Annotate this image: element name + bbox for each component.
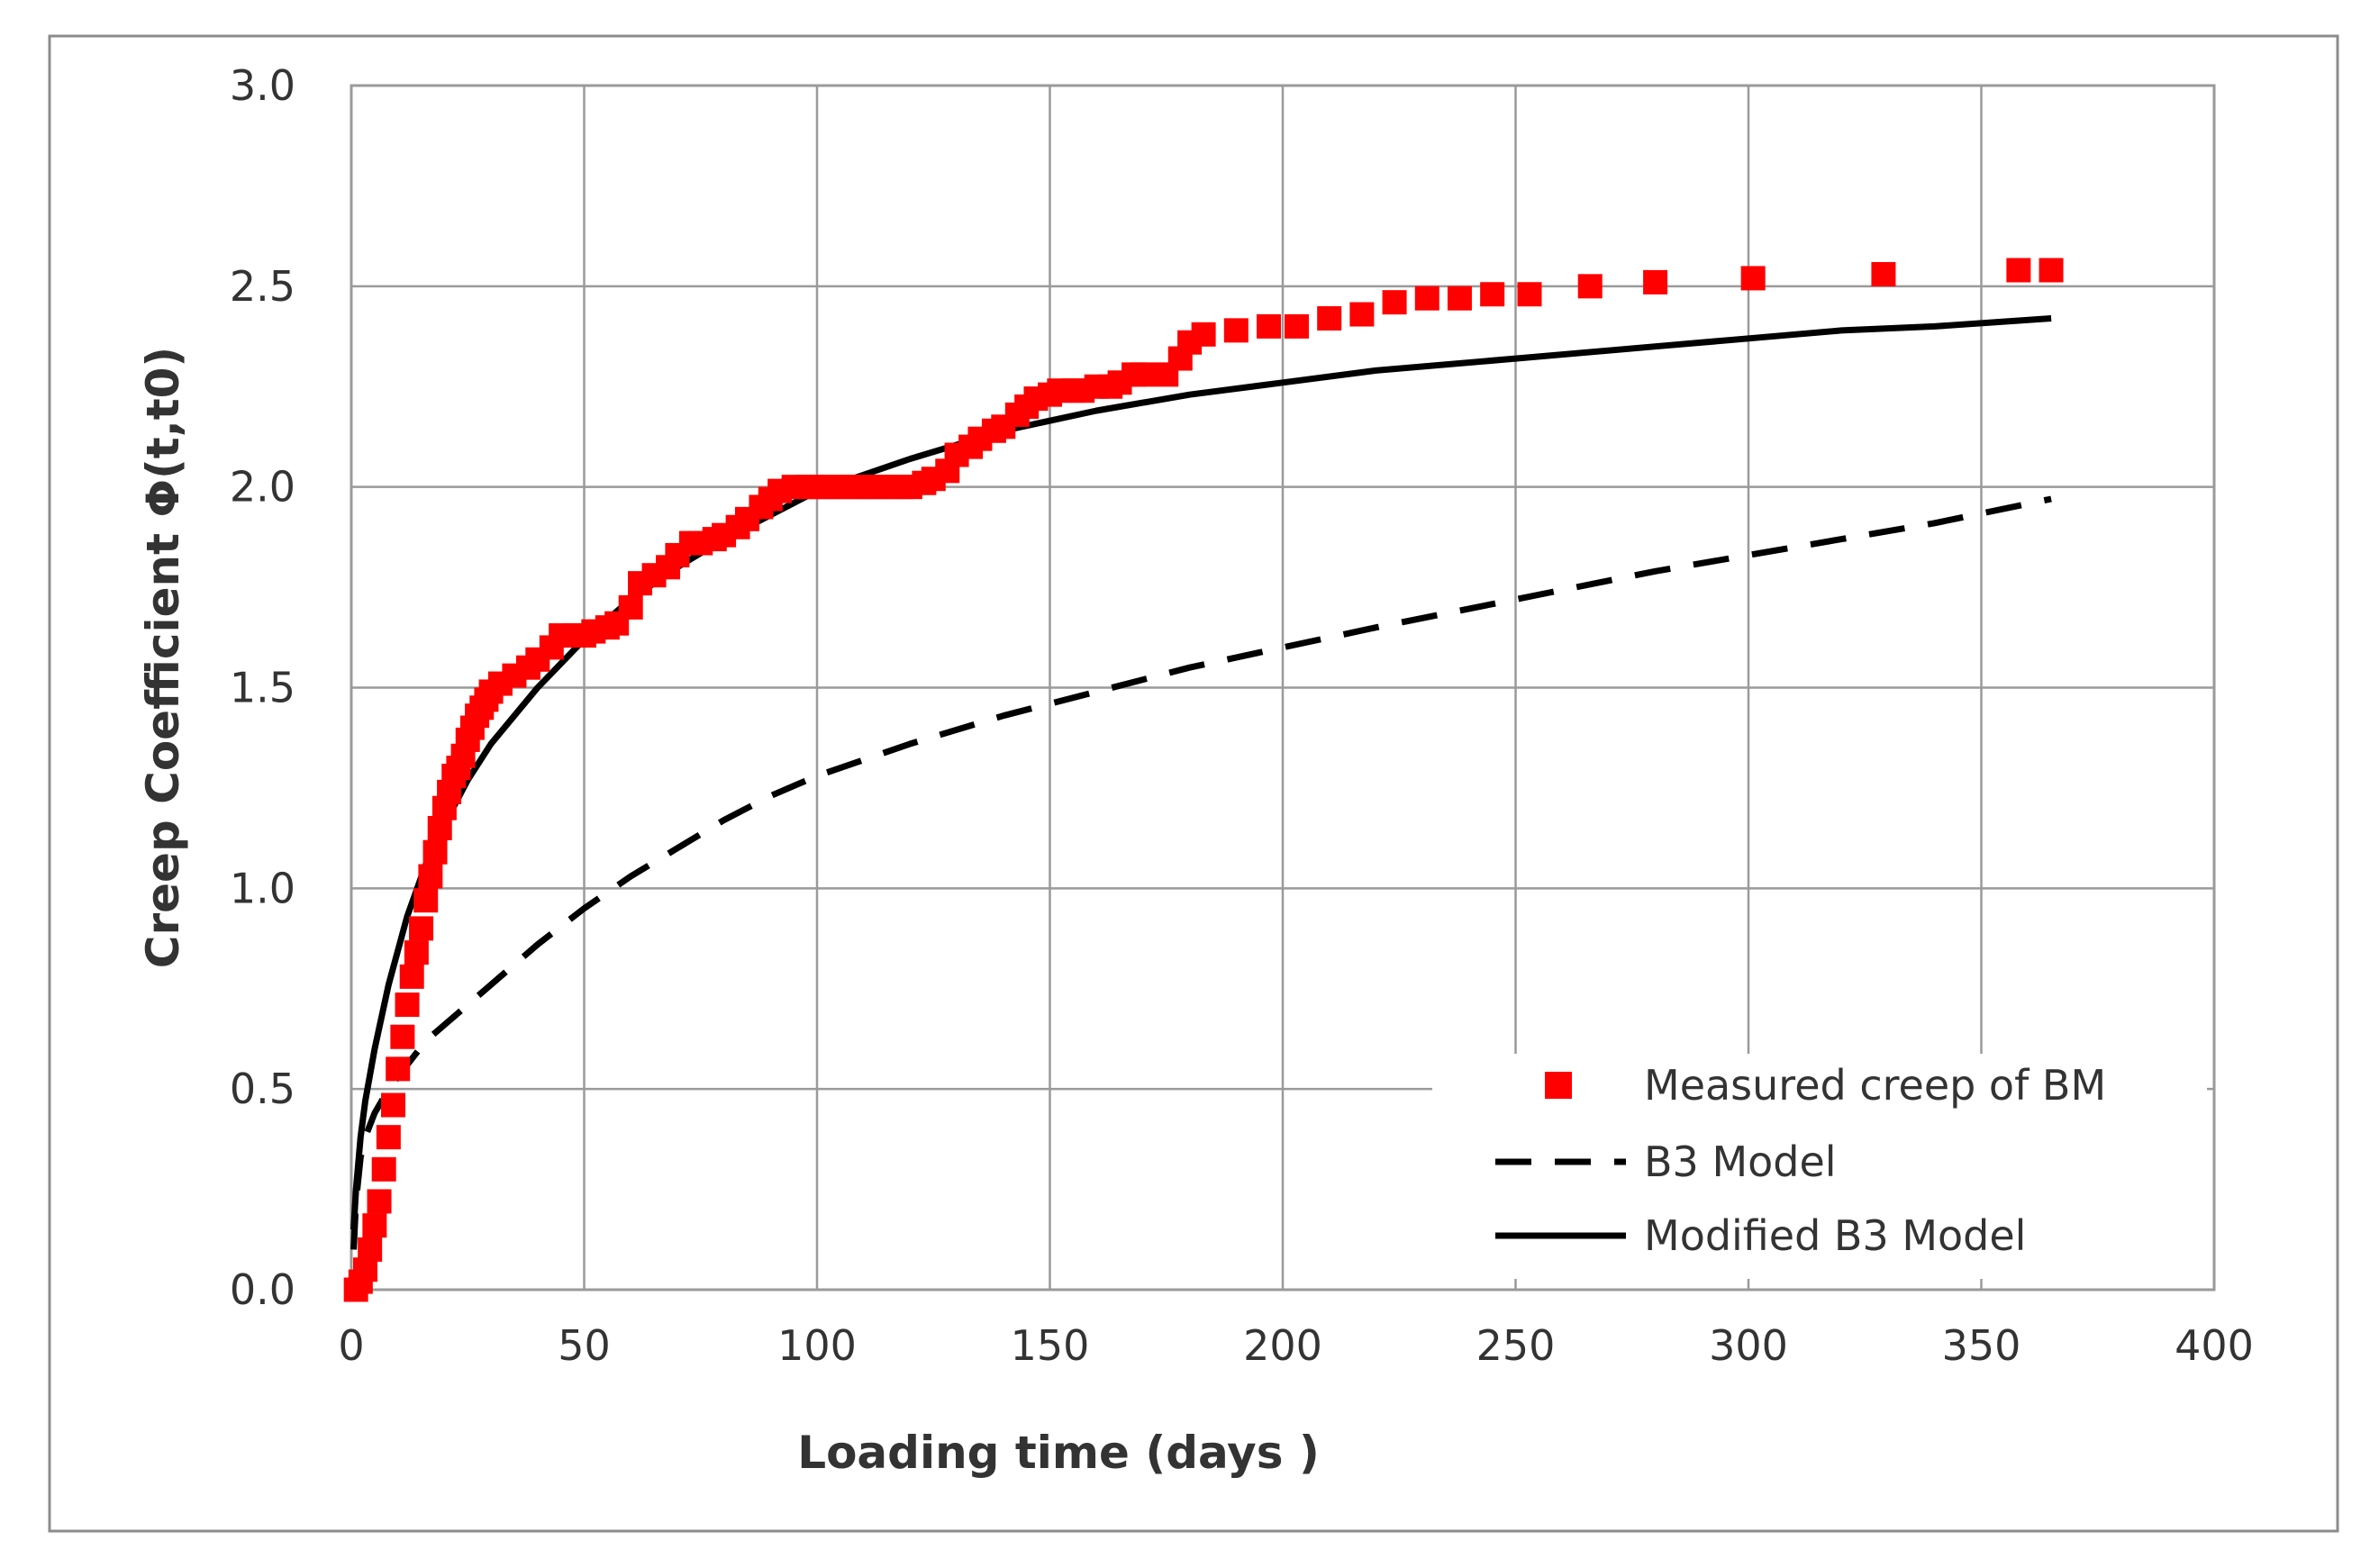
data-point: [390, 1024, 415, 1049]
y-tick-label-4: 2.0: [230, 463, 295, 512]
data-point: [395, 992, 420, 1018]
y-tick-label-3: 1.5: [230, 664, 295, 712]
data-point: [1480, 282, 1505, 307]
data-point: [399, 964, 424, 989]
data-point: [1643, 269, 1668, 295]
data-point: [418, 864, 443, 889]
legend-label-0: Measured creep of BM: [1644, 1061, 2106, 1110]
data-point: [1447, 286, 1472, 311]
data-point: [381, 1092, 406, 1118]
data-point: [618, 594, 643, 620]
data-point: [1191, 322, 1216, 347]
data-point: [371, 1156, 396, 1182]
data-point: [1740, 266, 1766, 291]
legend: Measured creep of BM B3 Model Modified B3 …: [1495, 1061, 2106, 1260]
x-tick-label-6: 300: [1709, 1321, 1788, 1370]
data-point: [2039, 258, 2064, 283]
data-point: [2006, 258, 2031, 283]
data-series: [343, 258, 2064, 1302]
x-axis-label: Loading time (days ): [797, 1427, 1320, 1479]
data-point: [1517, 282, 1542, 307]
legend-marker-0: [1545, 1072, 1572, 1099]
y-tick-label-0: 0.0: [230, 1265, 295, 1314]
data-point: [1414, 286, 1439, 311]
data-point: [376, 1125, 401, 1150]
data-point: [1256, 313, 1281, 339]
x-tick-label-1: 50: [558, 1321, 611, 1370]
data-point: [1317, 305, 1342, 331]
series-line-1: [350, 495, 2052, 1250]
chart-frame: [48, 34, 2339, 1533]
x-tick-labels: 0 50 100 150 200 250 300 350 400: [338, 1321, 2254, 1370]
data-point: [1382, 290, 1407, 315]
data-point: [1577, 274, 1603, 299]
data-point: [404, 940, 429, 965]
data-point: [413, 888, 439, 913]
data-point: [1131, 362, 1156, 387]
y-tick-label-2: 1.0: [230, 864, 295, 912]
data-point: [362, 1213, 387, 1238]
data-point: [409, 916, 434, 941]
data-point: [367, 1189, 392, 1214]
data-point: [422, 839, 448, 865]
x-tick-label-3: 150: [1011, 1321, 1090, 1370]
data-point: [386, 1056, 411, 1082]
grid-lines: [350, 84, 2216, 1292]
legend-label-1: B3 Model: [1644, 1137, 1837, 1186]
y-axis-label: Creep Coefficient Φ(t,t0): [137, 347, 189, 968]
x-tick-label-4: 200: [1243, 1321, 1322, 1370]
x-tick-label-7: 350: [1942, 1321, 2021, 1370]
x-tick-label-5: 250: [1476, 1321, 1556, 1370]
y-tick-label-1: 0.5: [230, 1065, 295, 1113]
x-tick-label-0: 0: [338, 1321, 364, 1370]
plot-area-border: [350, 84, 2216, 1292]
data-point: [358, 1237, 383, 1262]
y-tick-label-6: 3.0: [230, 61, 295, 110]
legend-label-2: Modified B3 Model: [1644, 1211, 2026, 1260]
y-tick-label-5: 2.5: [230, 262, 295, 311]
data-point: [1223, 318, 1249, 343]
y-tick-labels: 0.0 0.5 1.0 1.5 2.0 2.5 3.0: [230, 61, 295, 1314]
x-tick-label-8: 400: [2175, 1321, 2254, 1370]
data-point: [1349, 302, 1375, 327]
data-point: [1285, 313, 1310, 339]
data-point: [1871, 261, 1896, 286]
series-markers-0: [343, 258, 2064, 1302]
x-tick-label-2: 100: [777, 1321, 857, 1370]
